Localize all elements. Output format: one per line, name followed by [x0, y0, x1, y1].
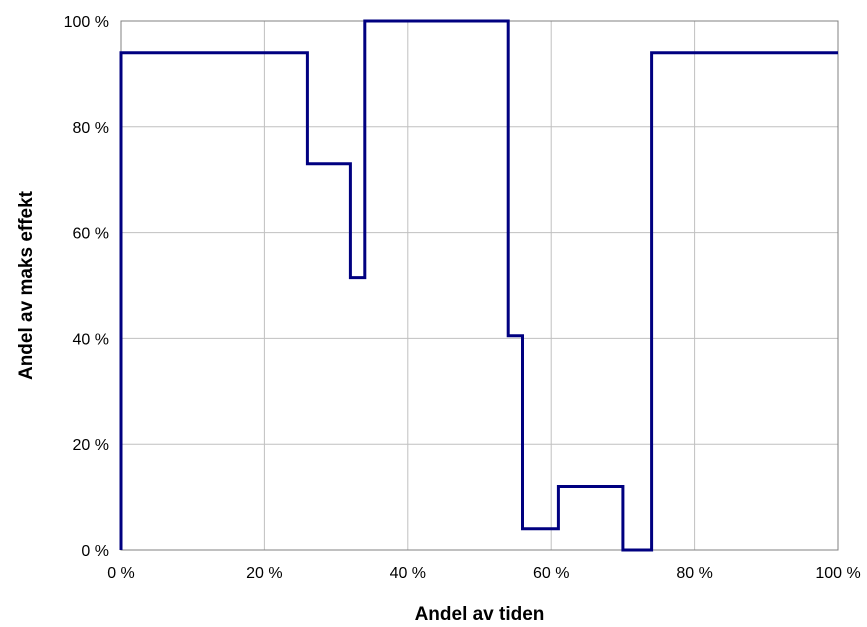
y-tick-label: 80 % [73, 120, 109, 137]
x-tick-label: 20 % [246, 565, 282, 582]
gridlines [120, 20, 839, 551]
series-group [119, 19, 838, 552]
x-axis-ticks: 0 % 20 % 40 % 60 % 80 % 100 % [107, 565, 860, 582]
x-tick-label: 80 % [676, 565, 712, 582]
y-axis-ticks: 0 % 20 % 40 % 60 % 80 % 100 % [64, 14, 109, 560]
y-tick-label: 0 % [81, 543, 109, 560]
x-tick-label: 40 % [390, 565, 426, 582]
x-tick-label: 60 % [533, 565, 569, 582]
series-line [119, 19, 838, 552]
y-axis-title: Andel av maks effekt [16, 190, 37, 380]
y-tick-label: 60 % [73, 226, 109, 243]
x-tick-label: 0 % [107, 565, 135, 582]
plot-area-frame [120, 20, 839, 551]
x-axis-title: Andel av tiden [415, 604, 545, 625]
x-tick-label: 100 % [815, 565, 860, 582]
y-tick-label: 100 % [64, 14, 109, 31]
y-tick-label: 20 % [73, 437, 109, 454]
y-tick-label: 40 % [73, 331, 109, 348]
